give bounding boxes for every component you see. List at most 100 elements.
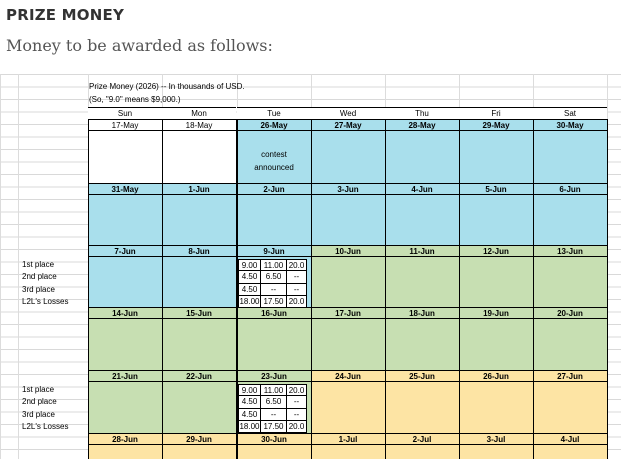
date-label: 10-Jun: [311, 246, 385, 257]
date-label: 30-May: [533, 120, 607, 131]
date-label: 8-Jun: [162, 246, 236, 257]
date-label: 23-Jun: [237, 371, 311, 382]
page-heading: PRIZE MONEY: [6, 6, 125, 24]
day-cell: [459, 183, 534, 246]
date-label: 6-Jun: [533, 184, 607, 195]
date-label: 18-May: [162, 120, 236, 131]
date-label: 24-Jun: [311, 371, 385, 382]
prize-value-cell: 17.50: [261, 295, 287, 309]
date-label: 19-Jun: [459, 308, 533, 319]
prize-value-cell: 4.50: [238, 396, 261, 409]
prize-row-label: L2L's Losses: [22, 421, 69, 431]
day-cell: [385, 183, 460, 246]
date-label: 27-May: [311, 120, 385, 131]
day-header-thu: Thu: [385, 107, 459, 119]
page-subheading: Money to be awarded as follows:: [6, 36, 273, 55]
day-header-sun: Sun: [88, 107, 162, 119]
prize-row-label: 3rd place: [22, 409, 55, 419]
prize-row-label: 2nd place: [22, 397, 57, 407]
day-header-tue: Tue: [237, 107, 311, 119]
day-cell: [237, 433, 312, 459]
date-label: 17-May: [88, 120, 162, 131]
date-label: 26-Jun: [459, 371, 533, 382]
date-label: 1-Jul: [311, 434, 385, 445]
prize-value-cell: --: [287, 283, 307, 296]
prize-value-cell: 4.50: [238, 408, 261, 421]
prize-value-cell: --: [287, 396, 307, 409]
date-label: 22-Jun: [162, 371, 236, 382]
grid-line: [18, 74, 19, 459]
date-label: 4-Jun: [385, 184, 459, 195]
prize-calendar-sheet: Prize Money (2026) -- In thousands of US…: [0, 74, 621, 459]
date-label: 3-Jun: [311, 184, 385, 195]
day-cell: [237, 119, 312, 184]
day-cell: [385, 245, 460, 308]
date-label: 2-Jul: [385, 434, 459, 445]
day-header-wed: Wed: [311, 107, 385, 119]
date-label: 26-May: [237, 120, 311, 131]
day-cell: [88, 307, 163, 371]
day-header-sat: Sat: [533, 107, 607, 119]
date-label: 9-Jun: [237, 246, 311, 257]
date-label: 2-Jun: [237, 184, 311, 195]
date-label: 21-Jun: [88, 371, 162, 382]
day-cell: [533, 119, 608, 184]
prize-value-cell: 9.00: [238, 384, 261, 397]
date-label: 15-Jun: [162, 308, 236, 319]
date-label: 31-May: [88, 184, 162, 195]
date-label: 20-Jun: [533, 308, 607, 319]
day-cell: [88, 245, 163, 308]
date-label: 29-Jun: [162, 434, 236, 445]
day-cell: [459, 119, 534, 184]
day-header-fri: Fri: [459, 107, 533, 119]
date-label: 14-Jun: [88, 308, 162, 319]
date-label: 3-Jul: [459, 434, 533, 445]
prize-value-cell: 20.0: [287, 420, 307, 434]
day-cell: [533, 433, 608, 459]
day-cell: [459, 433, 534, 459]
day-cell: [237, 307, 312, 371]
prize-value-cell: 11.00: [261, 259, 287, 272]
day-cell: [533, 370, 608, 434]
date-label: 27-Jun: [533, 371, 607, 382]
date-label: 17-Jun: [311, 308, 385, 319]
day-cell: [385, 307, 460, 371]
date-label: 7-Jun: [88, 246, 162, 257]
prize-value-cell: --: [261, 283, 287, 296]
date-label: 4-Jul: [533, 434, 607, 445]
prize-note-1: Prize Money (2026) -- In thousands of US…: [89, 82, 245, 91]
prize-value-cell: 20.0: [287, 384, 307, 397]
date-label: 28-Jun: [88, 434, 162, 445]
contest-announced-text: contest: [261, 150, 287, 159]
day-cell: [88, 119, 163, 184]
date-label: 1-Jun: [162, 184, 236, 195]
prize-value-cell: 11.00: [261, 384, 287, 397]
day-cell: [311, 433, 386, 459]
prize-value-cell: 6.50: [261, 396, 287, 409]
prize-note-2: (So, "9.0" means $9,000.): [89, 95, 181, 104]
day-cell: [311, 119, 386, 184]
prize-row-label: 3rd place: [22, 284, 55, 294]
date-label: 11-Jun: [385, 246, 459, 257]
prize-value-cell: 9.00: [238, 259, 261, 272]
prize-value-cell: 4.50: [238, 271, 261, 284]
day-cell: [533, 307, 608, 371]
prize-value-cell: 20.0: [287, 295, 307, 309]
prize-value-cell: 6.50: [261, 271, 287, 284]
day-cell: [162, 183, 237, 246]
prize-value-cell: 18.00: [238, 420, 261, 434]
prize-row-label: L2L's Losses: [22, 296, 69, 306]
grid-line: [0, 74, 1, 459]
contest-announced-text: announced: [254, 163, 294, 172]
date-label: 30-Jun: [237, 434, 311, 445]
day-cell: [88, 370, 163, 434]
date-label: 12-Jun: [459, 246, 533, 257]
date-label: 5-Jun: [459, 184, 533, 195]
prize-value-cell: 4.50: [238, 283, 261, 296]
day-cell: [88, 183, 163, 246]
date-label: 25-Jun: [385, 371, 459, 382]
date-label: 28-May: [385, 120, 459, 131]
prize-value-cell: 20.0: [287, 259, 307, 272]
day-cell: [311, 183, 386, 246]
prize-value-cell: --: [287, 271, 307, 284]
